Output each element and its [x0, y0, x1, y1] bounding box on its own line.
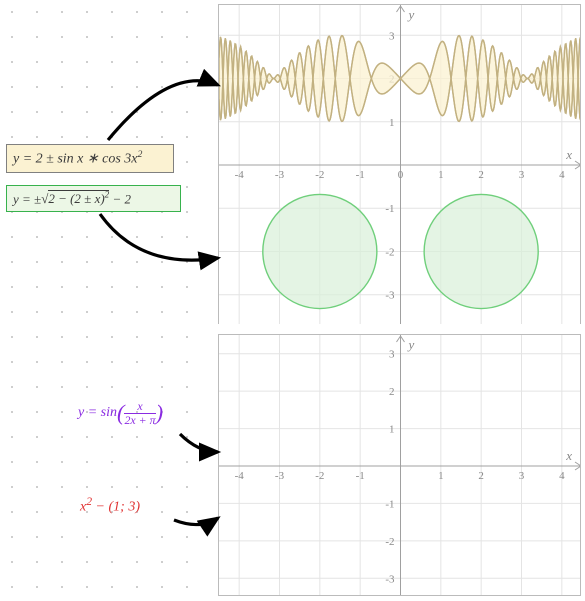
equation-4: x2 − (1; 3) [80, 495, 140, 516]
svg-text:2: 2 [389, 386, 395, 398]
svg-text:-4: -4 [235, 470, 245, 482]
eq1-text: y = 2 ± sin x ∗ cos 3x [13, 152, 138, 167]
chart-bottom: -4 -3 -2 -1 1 2 3 4 -3 -2 -1 1 2 3 x y [218, 334, 581, 596]
svg-text:-4: -4 [235, 169, 245, 181]
svg-text:-3: -3 [275, 470, 285, 482]
svg-text:-1: -1 [385, 203, 394, 215]
svg-text:x: x [565, 147, 572, 162]
svg-text:1: 1 [438, 169, 444, 181]
chart-top: -4-3-2-101234-3-2-1123xy [218, 4, 581, 324]
svg-text:y: y [407, 337, 415, 352]
eq3-den: 2x + π [124, 413, 155, 427]
svg-text:-1: -1 [356, 470, 365, 482]
eq1-sup: 2 [138, 149, 143, 160]
svg-text:3: 3 [519, 470, 525, 482]
eq4-suffix: − (1; 3) [92, 500, 140, 515]
eq2-rad-sup: 2 [105, 190, 110, 200]
svg-text:-1: -1 [385, 498, 394, 510]
svg-text:2: 2 [478, 470, 484, 482]
svg-text:3: 3 [389, 349, 395, 361]
svg-text:1: 1 [438, 470, 444, 482]
svg-text:0: 0 [398, 169, 404, 181]
equation-box-2: y = ±2 − (2 ± x)2 − 2 [6, 185, 181, 212]
sqrt-icon: 2 − (2 ± x)2 [41, 191, 109, 206]
svg-text:x: x [565, 448, 572, 463]
svg-text:3: 3 [519, 169, 525, 181]
eq2-prefix: y = ± [13, 191, 41, 206]
eq3-fraction: x2x + π [124, 400, 155, 426]
svg-text:-3: -3 [275, 169, 285, 181]
svg-text:4: 4 [559, 169, 565, 181]
svg-text:y: y [407, 7, 415, 22]
svg-text:-2: -2 [385, 246, 394, 258]
svg-text:-2: -2 [315, 470, 324, 482]
eq2-suffix: − 2 [109, 191, 131, 206]
eq3-num: x [124, 400, 155, 413]
svg-text:-1: -1 [356, 169, 365, 181]
svg-text:-2: -2 [315, 169, 324, 181]
equation-box-1: y = 2 ± sin x ∗ cos 3x2 [6, 144, 174, 173]
svg-text:4: 4 [559, 470, 565, 482]
svg-text:1: 1 [389, 424, 395, 436]
svg-text:-3: -3 [385, 290, 395, 302]
eq2-radicand: 2 − (2 ± x) [48, 191, 104, 206]
svg-text:-2: -2 [385, 536, 394, 548]
svg-text:3: 3 [389, 30, 395, 42]
svg-text:-3: -3 [385, 573, 395, 585]
equation-3: y = sin(x2x + π) [78, 400, 163, 426]
eq3-prefix: y = sin [78, 405, 117, 420]
svg-text:1: 1 [389, 117, 395, 129]
svg-text:2: 2 [478, 169, 484, 181]
